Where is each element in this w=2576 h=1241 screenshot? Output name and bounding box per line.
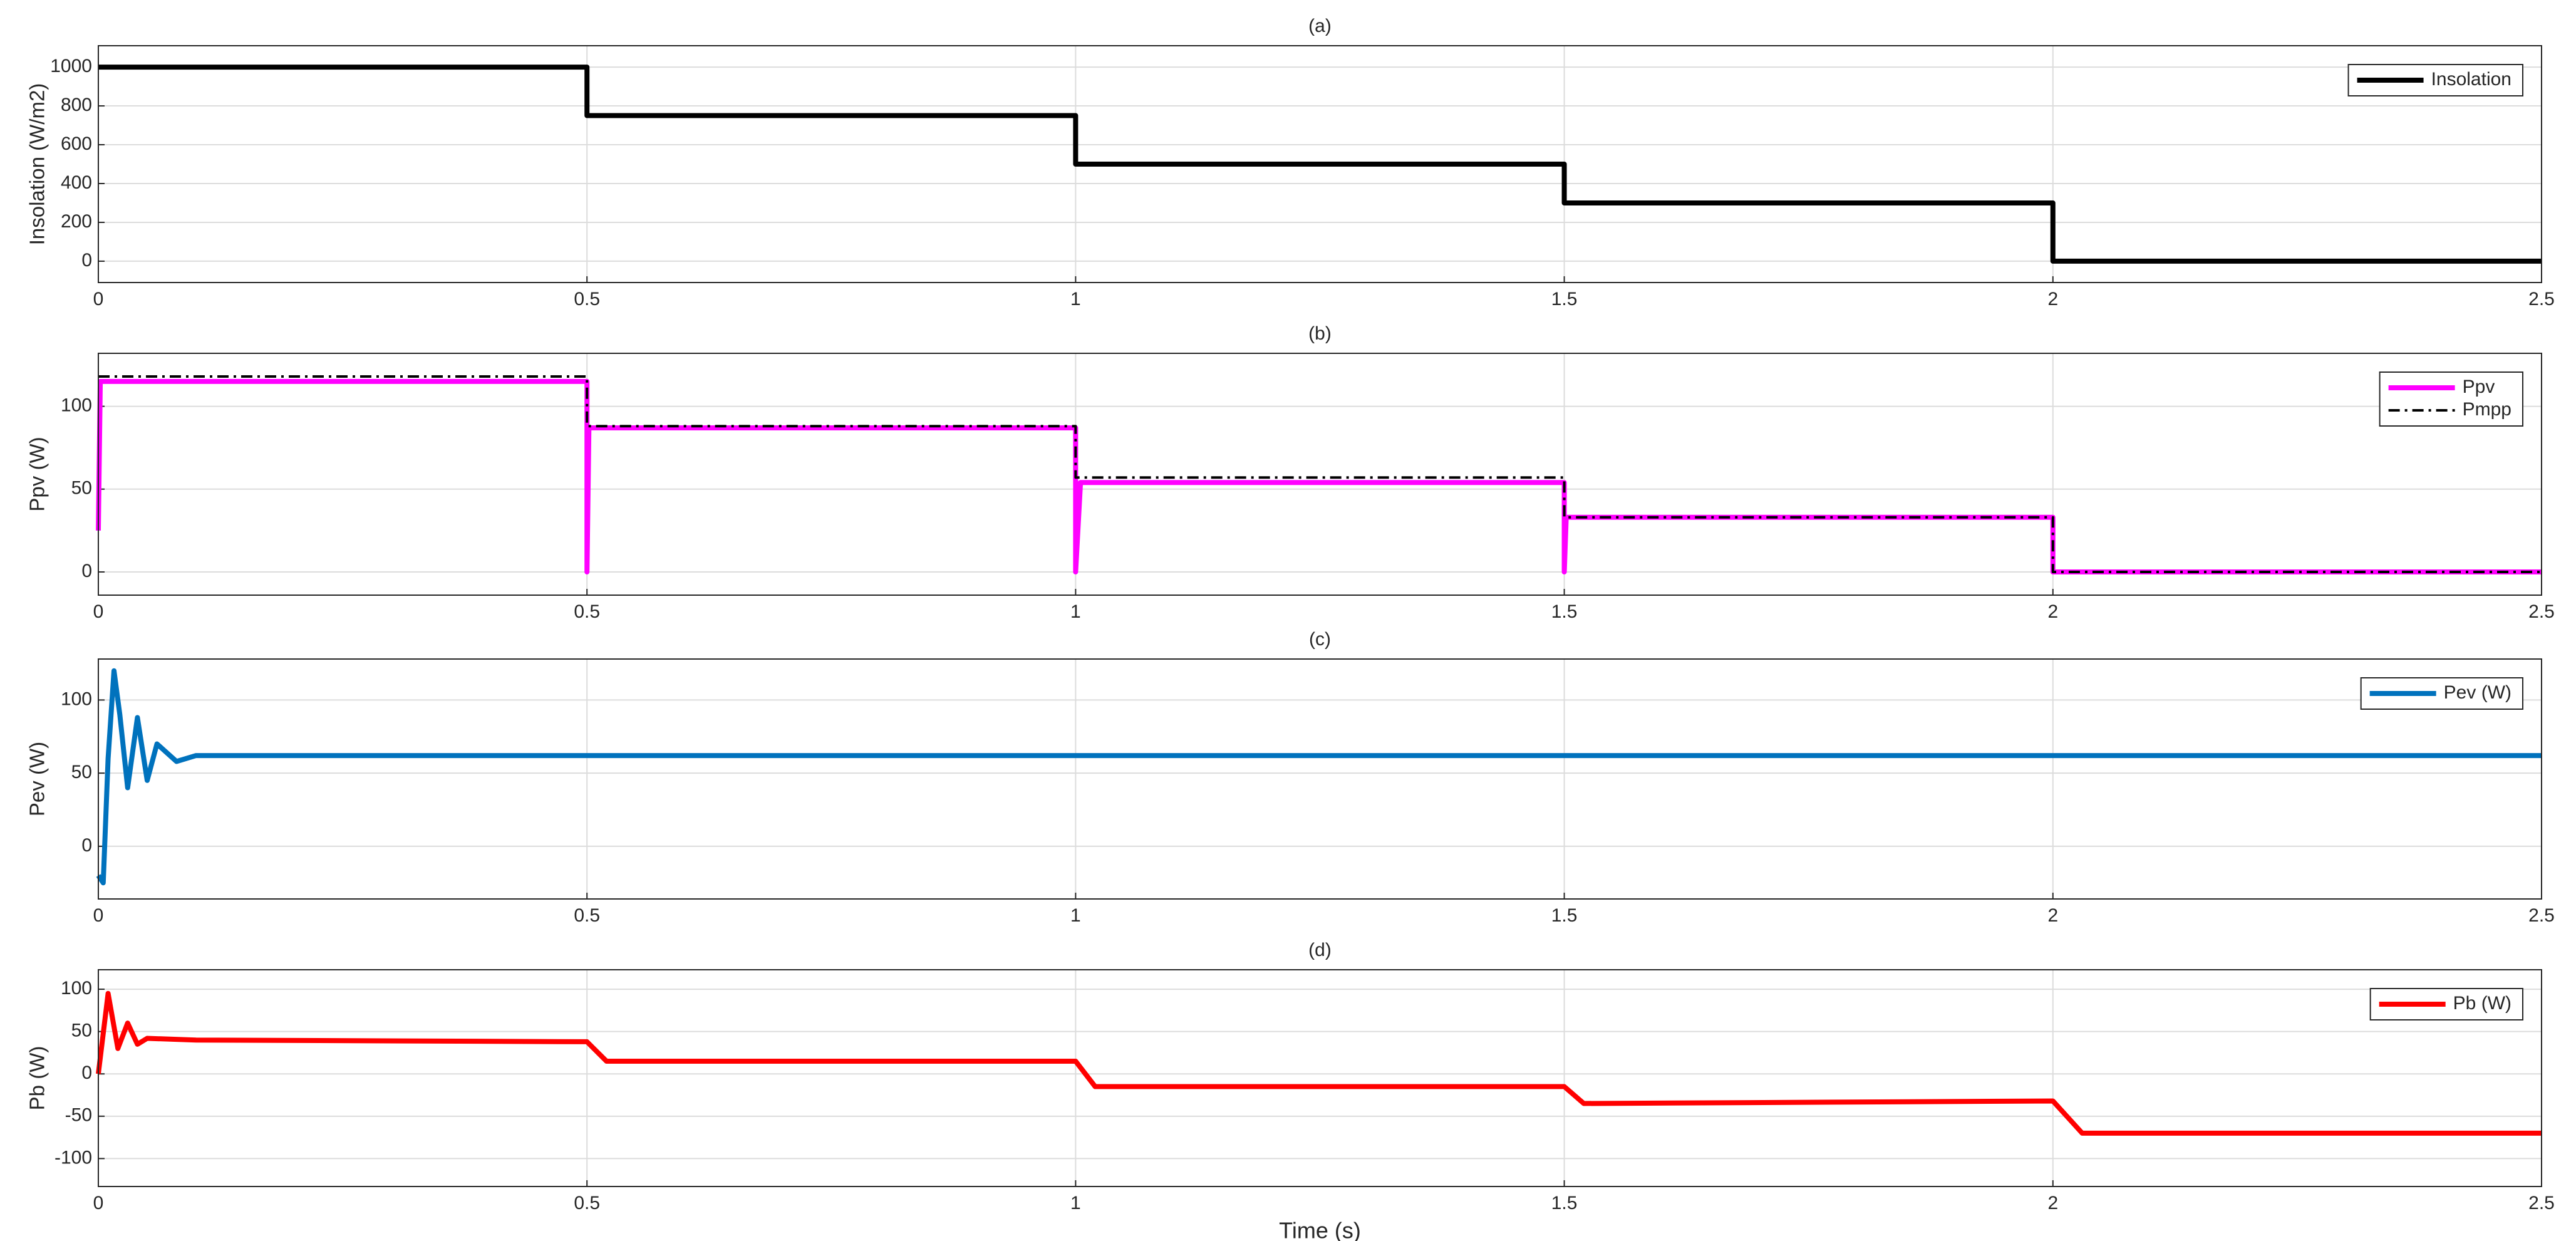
- y-tick-label: 50: [71, 478, 92, 499]
- y-tick-label: 100: [61, 395, 92, 416]
- x-tick-label: 1: [1070, 601, 1081, 622]
- plot-frame: [98, 969, 2542, 1187]
- y-tick-label: 200: [61, 211, 92, 232]
- y-tick-label: -100: [54, 1147, 92, 1168]
- plot-frame: [98, 45, 2542, 283]
- plot-area: [98, 659, 2542, 899]
- x-tick-label: 1.5: [1551, 905, 1578, 926]
- legend: Insolation: [2347, 64, 2523, 96]
- y-axis-label: Insolation (W/m2): [26, 83, 49, 246]
- legend: Pev (W): [2360, 677, 2523, 710]
- data-line: [96, 990, 2542, 1136]
- x-tick-label: 0.5: [574, 905, 600, 926]
- x-tick-label: 2: [2047, 601, 2058, 622]
- chart-title: (c): [1309, 629, 1331, 650]
- chart-title: (d): [1308, 940, 1332, 960]
- y-tick-label: 0: [81, 835, 92, 856]
- x-tick-label: 1.5: [1551, 601, 1578, 622]
- y-tick-label: -50: [65, 1105, 92, 1126]
- legend-label: Pmpp: [2463, 399, 2511, 420]
- x-tick-label: 1: [1070, 289, 1081, 309]
- x-tick-label: 1: [1070, 1193, 1081, 1213]
- x-tick-label: 0: [93, 601, 104, 622]
- y-axis-label: Ppv (W): [26, 437, 49, 511]
- y-tick-label: 100: [61, 688, 92, 709]
- chart-title: (b): [1308, 323, 1332, 344]
- plot-area: [98, 353, 2542, 595]
- data-line: [96, 668, 2542, 886]
- x-tick-label: 1.5: [1551, 1193, 1578, 1213]
- chart-title: (a): [1308, 16, 1332, 36]
- data-line: [98, 375, 2542, 573]
- plot-frame: [98, 658, 2542, 900]
- legend-label: Pev (W): [2444, 682, 2511, 703]
- y-tick-label: 1000: [50, 56, 92, 76]
- x-tick-label: 0: [93, 905, 104, 926]
- x-tick-label: 0.5: [574, 601, 600, 622]
- y-tick-label: 100: [61, 978, 92, 999]
- x-tick-label: 2: [2047, 905, 2058, 926]
- x-axis-label: Time (s): [1279, 1218, 1361, 1241]
- plot-area: [98, 970, 2542, 1186]
- y-tick-label: 50: [71, 1020, 92, 1041]
- x-tick-label: 2.5: [2528, 1193, 2555, 1213]
- x-tick-label: 0: [93, 1193, 104, 1213]
- y-axis-label: Pb (W): [26, 1046, 49, 1111]
- x-tick-label: 2.5: [2528, 601, 2555, 622]
- x-tick-label: 0: [93, 289, 104, 309]
- y-tick-label: 800: [61, 95, 92, 115]
- y-tick-label: 400: [61, 172, 92, 193]
- x-tick-label: 2.5: [2528, 905, 2555, 926]
- subplot: 0 0.5 1 1.5 2 2.5 0 50 100 (c) Pev (W) Pev (W): [26, 629, 2555, 926]
- subplot: 0 0.5 1 1.5 2 2.5 -100 -50 0 50 100 (d) Pb (W) Time (…: [26, 940, 2555, 1241]
- legend-box: [2379, 371, 2523, 427]
- x-tick-label: 1: [1070, 905, 1081, 926]
- legend-label: Ppv: [2463, 376, 2495, 397]
- x-tick-label: 2: [2047, 289, 2058, 309]
- x-tick-label: 2: [2047, 1193, 2058, 1213]
- x-tick-label: 2.5: [2528, 289, 2555, 309]
- y-tick-label: 50: [71, 762, 92, 782]
- data-line: [98, 65, 2542, 264]
- legend: Pb (W): [2369, 988, 2523, 1020]
- x-tick-label: 0.5: [574, 1193, 600, 1213]
- y-tick-label: 0: [81, 1062, 92, 1083]
- x-tick-label: 0.5: [574, 289, 600, 309]
- plot-frame: [98, 353, 2542, 596]
- x-tick-label: 1.5: [1551, 289, 1578, 309]
- y-tick-label: 600: [61, 133, 92, 154]
- legend-label: Pb (W): [2453, 993, 2511, 1014]
- legend-label: Insolation: [2431, 69, 2511, 90]
- y-tick-label: 0: [81, 250, 92, 271]
- y-tick-label: 0: [81, 561, 92, 581]
- subplot: 0 0.5 1 1.5 2 2.5 0 200 400 600 800 1000 (a) Insolati…: [26, 16, 2555, 309]
- y-axis-label: Pev (W): [26, 742, 49, 816]
